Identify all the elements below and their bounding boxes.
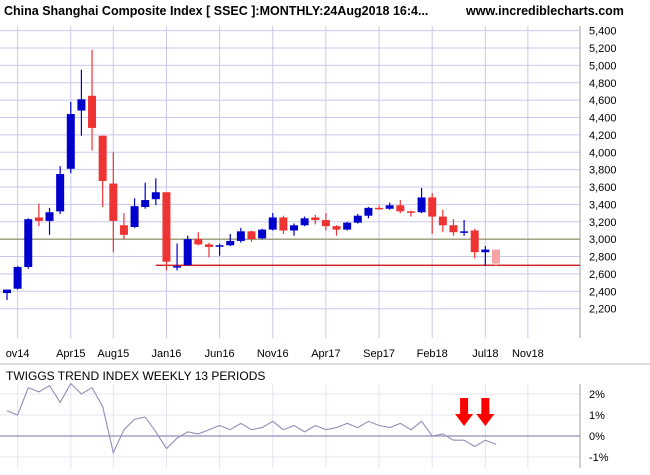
y-tick-label: 5,000 [589, 60, 617, 72]
indicator-arrows [455, 398, 495, 426]
indicator-y-tick-label: 1% [589, 410, 605, 422]
x-tick-label: Feb18 [417, 348, 448, 360]
y-tick-label: 2,800 [589, 252, 617, 264]
candle-body [353, 215, 362, 223]
candle-body [173, 266, 182, 268]
candle-body [226, 240, 235, 246]
y-tick-label: 3,000 [589, 234, 617, 246]
y-tick-label: 3,400 [589, 199, 617, 211]
candle-body [66, 114, 75, 169]
candle-body [77, 99, 86, 111]
candle-body [258, 229, 267, 239]
candle-body [279, 217, 288, 231]
x-tick-label: Nov18 [512, 348, 544, 360]
candle-body [56, 173, 65, 212]
candle-body [98, 135, 107, 181]
candle-body [364, 207, 373, 216]
candle-body [247, 231, 256, 240]
candle-body [88, 95, 97, 128]
candle-body [109, 183, 118, 221]
candle-body [449, 225, 458, 233]
indicator-title: TWIGGS TREND INDEX WEEKLY 13 PERIODS [6, 369, 265, 383]
down-arrow-icon [455, 398, 474, 426]
candle-body [13, 266, 22, 289]
y-tick-label: 2,600 [589, 269, 617, 281]
x-tick-label: ov14 [6, 348, 30, 360]
candle-body [385, 205, 394, 209]
y-tick-label: 3,600 [589, 182, 617, 194]
candle-body [460, 231, 469, 233]
candle-body [24, 219, 33, 267]
price-y-tick-labels: 2,200 2,400 2,600 2,800 3,000 3,200 3,400 3,600… [589, 26, 617, 316]
site-label: www.incrediblecharts.com [465, 4, 624, 18]
candle-body [204, 244, 213, 247]
indicator-line [6, 382, 497, 455]
x-tick-labels: ov14 Apr15 Aug15 Jan16 Jun16 Nov16 Apr17 Sep17 F… [6, 348, 544, 360]
chart-title: China Shanghai Composite Index [ SSEC ]:… [4, 4, 428, 18]
candle-body [332, 226, 341, 230]
candle-body [300, 218, 309, 226]
y-tick-label: 3,800 [589, 165, 617, 177]
candle-body [45, 212, 54, 221]
candle-body [194, 239, 203, 245]
candles [3, 49, 500, 300]
x-tick-label: Nov16 [257, 348, 289, 360]
price-grid [0, 26, 580, 338]
x-tick-label: Jun16 [205, 348, 235, 360]
x-tick-label: Sep17 [363, 348, 395, 360]
candle-body [375, 207, 384, 210]
candle-body [151, 192, 160, 200]
x-tick-label: Jul18 [472, 348, 498, 360]
candle-body [396, 205, 405, 212]
candle-body [162, 192, 171, 262]
candle-body [470, 230, 479, 253]
indicator-y-tick-label: 0% [589, 431, 605, 443]
candle-body [183, 239, 192, 266]
candle-body [321, 220, 330, 227]
candle-body [417, 197, 426, 213]
down-arrow-icon [476, 398, 495, 426]
y-tick-label: 4,200 [589, 130, 617, 142]
candle-body [343, 222, 352, 230]
y-tick-label: 4,000 [589, 147, 617, 159]
candle-body [3, 289, 11, 294]
candle-body [268, 217, 277, 230]
y-tick-label: 2,400 [589, 286, 617, 298]
candle-body [34, 217, 43, 221]
candle-body [481, 249, 490, 253]
indicator-series [6, 382, 497, 455]
x-tick-label: Aug15 [97, 348, 129, 360]
horizontal-lines [0, 238, 580, 266]
y-tick-label: 5,200 [589, 43, 617, 55]
indicator-y-tick-label: 2% [589, 389, 605, 401]
y-tick-label: 4,400 [589, 113, 617, 125]
candle-body [406, 211, 415, 213]
indicator-y-tick-label: -1% [589, 452, 609, 464]
candle-body [491, 249, 500, 264]
y-tick-label: 2,200 [589, 304, 617, 316]
y-tick-label: 5,400 [589, 26, 617, 38]
indicator-y-tick-labels: -1% 0% 1% 2% [589, 389, 609, 464]
candle-body [438, 216, 447, 226]
x-tick-label: Jan16 [151, 348, 181, 360]
candle-body [215, 245, 224, 247]
y-tick-label: 4,800 [589, 78, 617, 90]
candle-body [141, 200, 150, 208]
candle-body [311, 217, 320, 221]
y-tick-label: 4,600 [589, 95, 617, 107]
candle-body [236, 231, 245, 241]
candle-body [119, 225, 128, 235]
y-tick-label: 3,200 [589, 217, 617, 229]
candle-body [290, 225, 299, 231]
candle-body [428, 197, 437, 217]
x-tick-label: Apr15 [56, 348, 85, 360]
x-tick-label: Apr17 [311, 348, 340, 360]
indicator-grid [0, 384, 581, 468]
candle-body [130, 206, 139, 228]
